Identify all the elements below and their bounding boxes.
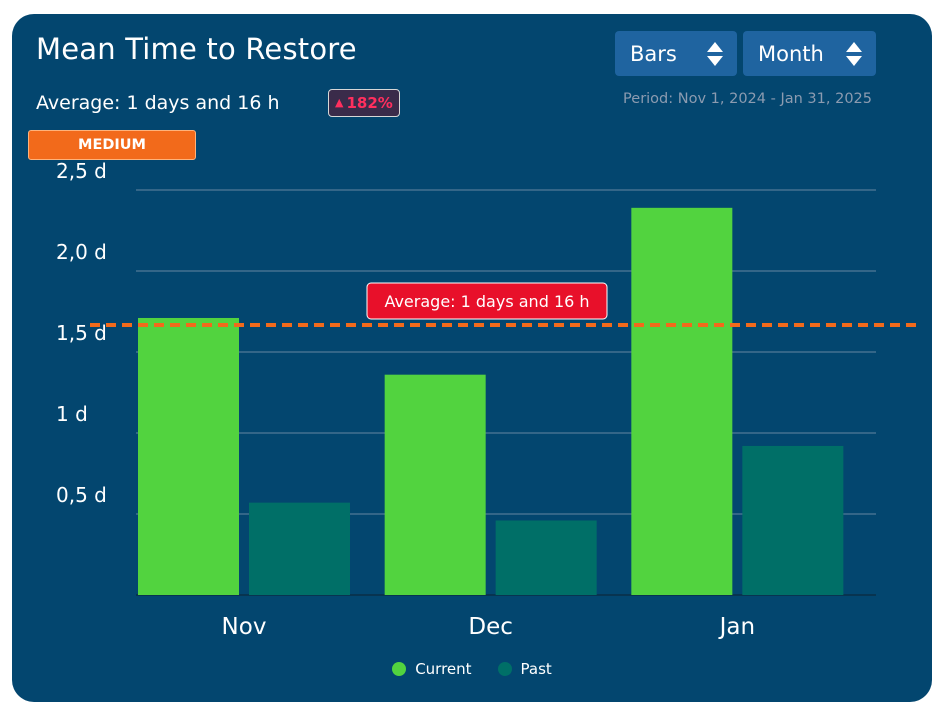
bar-current-nov xyxy=(138,317,239,595)
x-tick-label: Nov xyxy=(222,614,267,640)
y-tick-label: 2,5 d xyxy=(56,159,107,183)
average-label: Average: 1 days and 16 h xyxy=(384,292,589,311)
y-tick-label: 0,5 d xyxy=(56,483,107,507)
x-tick-label: Dec xyxy=(468,614,513,640)
arrow-up-icon: ▲ xyxy=(335,96,344,109)
x-tick-label: Jan xyxy=(718,614,755,640)
y-tick-label: 1 d xyxy=(56,402,88,426)
bar-current-dec xyxy=(384,374,486,595)
average-summary: Average: 1 days and 16 h xyxy=(36,92,280,114)
mttr-card: Mean Time to Restore Average: 1 days and… xyxy=(12,14,932,702)
bar-past-nov xyxy=(249,502,350,595)
bar-past-jan xyxy=(742,445,844,595)
sort-updown-icon xyxy=(846,42,862,66)
granularity-value: Month xyxy=(758,41,824,66)
chart-title: Mean Time to Restore xyxy=(36,32,357,66)
trend-badge: ▲ 182% xyxy=(328,89,400,117)
granularity-select[interactable]: Month xyxy=(743,31,876,76)
sort-updown-icon xyxy=(707,42,723,66)
legend-item-current[interactable]: Current xyxy=(392,660,472,678)
level-badge: MEDIUM xyxy=(28,130,196,160)
y-tick-label: 2,0 d xyxy=(56,240,107,264)
period-text: Period: Nov 1, 2024 - Jan 31, 2025 xyxy=(623,91,872,107)
average-label-box xyxy=(366,282,608,320)
trend-value: 182% xyxy=(346,94,393,112)
chart-type-value: Bars xyxy=(630,41,677,66)
legend: Current Past xyxy=(12,660,932,678)
legend-item-past[interactable]: Past xyxy=(497,660,552,678)
legend-label-current: Current xyxy=(415,660,472,678)
legend-dot-past xyxy=(497,662,512,676)
chart-type-select[interactable]: Bars xyxy=(615,31,737,76)
legend-label-past: Past xyxy=(520,660,552,678)
legend-dot-current xyxy=(392,662,407,676)
bar-current-jan xyxy=(631,207,733,595)
bar-past-dec xyxy=(495,520,597,595)
